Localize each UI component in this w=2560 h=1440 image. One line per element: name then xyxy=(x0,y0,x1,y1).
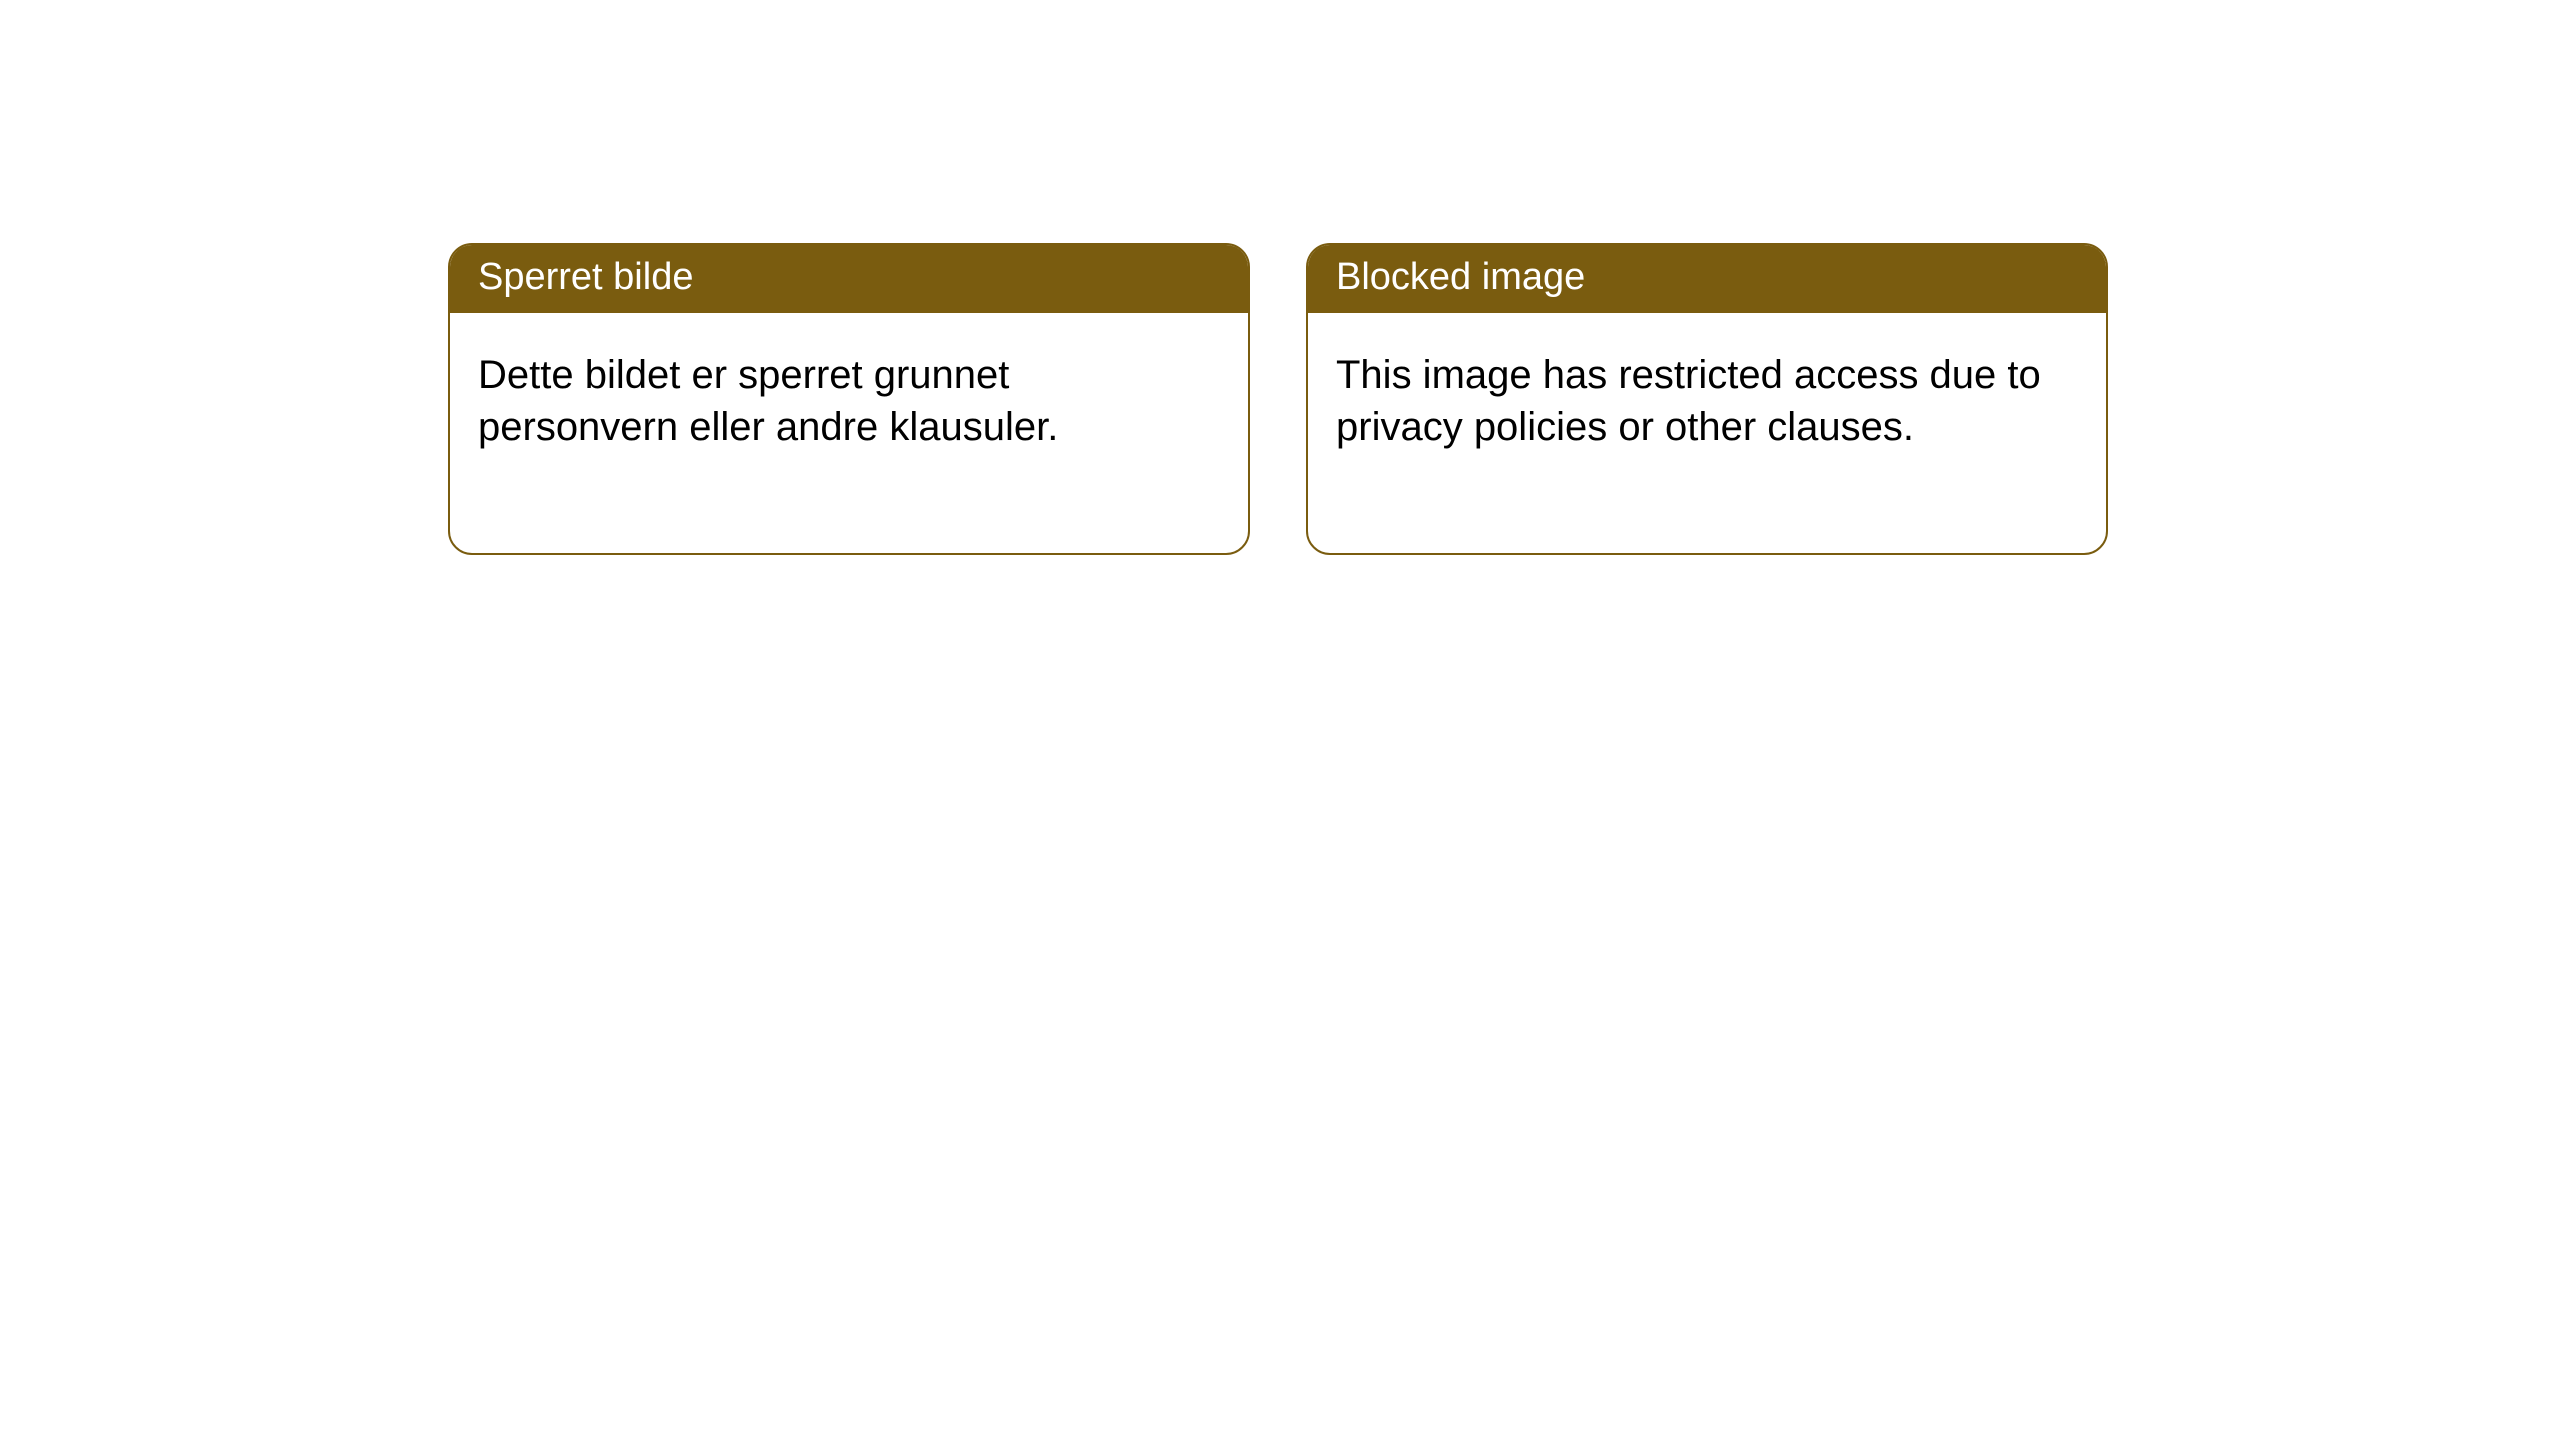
notice-cards-container: Sperret bilde Dette bildet er sperret gr… xyxy=(448,243,2108,555)
card-body: Dette bildet er sperret grunnet personve… xyxy=(450,313,1248,553)
notice-card-norwegian: Sperret bilde Dette bildet er sperret gr… xyxy=(448,243,1250,555)
notice-card-english: Blocked image This image has restricted … xyxy=(1306,243,2108,555)
card-header: Blocked image xyxy=(1308,245,2106,313)
card-header: Sperret bilde xyxy=(450,245,1248,313)
card-body: This image has restricted access due to … xyxy=(1308,313,2106,553)
